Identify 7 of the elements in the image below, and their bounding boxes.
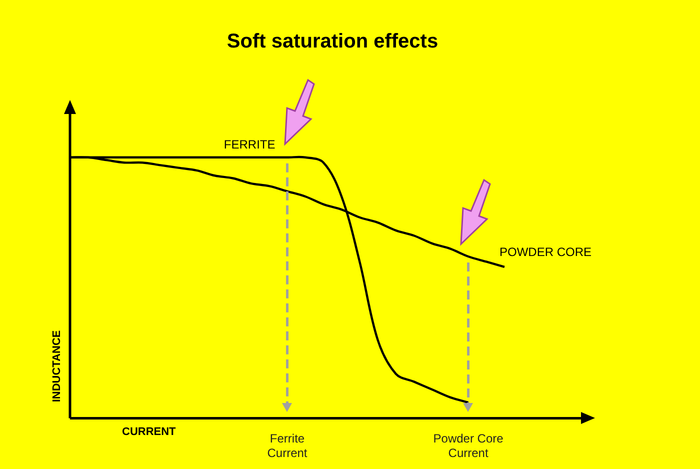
x-axis-title: CURRENT (122, 426, 176, 438)
series-label: FERRITE (224, 138, 276, 152)
x-tick-label: Ferrite Current (267, 432, 308, 460)
y-axis-title: INDUCTANCE (51, 330, 64, 402)
x-tick-label: Powder Core Current (433, 432, 504, 460)
series-label: POWDER CORE (499, 245, 592, 260)
chart-title: Soft saturation effects (226, 30, 438, 53)
